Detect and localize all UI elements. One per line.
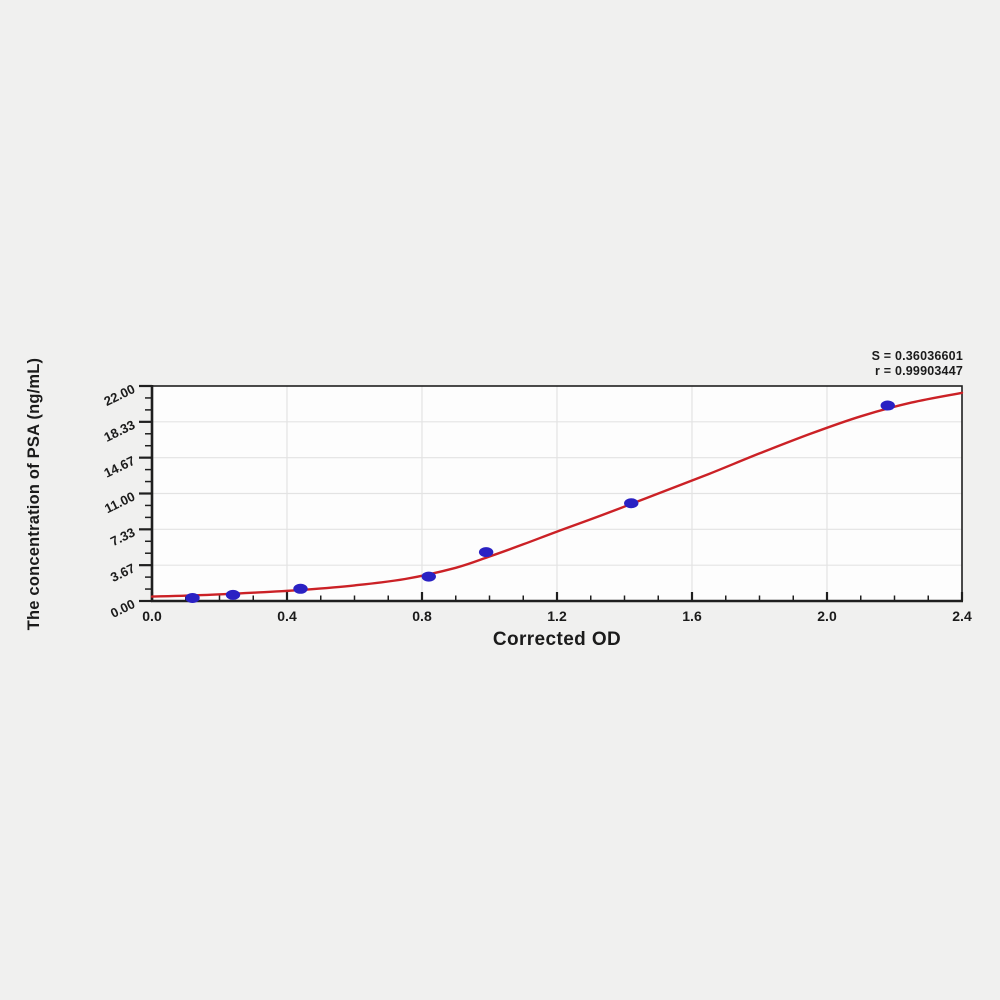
stat-s-line: S = 0.36036601: [871, 349, 963, 363]
gridlines: [152, 386, 962, 601]
x-tick-label: 1.6: [682, 608, 702, 624]
x-tick-label: 0.0: [142, 608, 162, 624]
x-tick-label: 2.0: [817, 608, 837, 624]
fit-statistics: S = 0.36036601 r = 0.99903447: [872, 349, 963, 378]
data-points: [185, 400, 895, 603]
x-tick-label: 0.8: [412, 608, 432, 624]
stat-r-line: r = 0.99903447: [875, 363, 963, 378]
x-tick-label: 1.2: [547, 608, 567, 624]
x-tick-labels: 0.0 0.4 0.8 1.2 1.6 2.0 2.4: [142, 608, 972, 624]
x-axis-title: Corrected OD: [492, 629, 622, 650]
data-point: [624, 498, 639, 509]
data-point: [185, 592, 200, 603]
data-point: [293, 583, 308, 594]
y-tick-label: 3.67: [108, 560, 137, 585]
plot-border: [150, 385, 963, 603]
data-point: [225, 589, 241, 600]
y-tick-label: 7.33: [108, 525, 137, 550]
data-point: [478, 547, 494, 558]
y-tick-label: 0.00: [108, 596, 137, 621]
data-point: [421, 571, 436, 582]
y-tick-label: 14.67: [101, 453, 137, 481]
y-axis-ticks: [139, 384, 152, 603]
y-tick-label: 22.00: [101, 381, 137, 409]
y-tick-label: 18.33: [101, 417, 137, 445]
x-tick-label: 2.4: [952, 608, 972, 624]
y-tick-labels: 0.00 3.67 7.33 11.00 14.67 18.33 22.00: [101, 381, 137, 621]
y-tick-label: 11.00: [102, 489, 137, 516]
y-axis-title: The concentration of PSA (ng/mL): [25, 357, 43, 631]
data-point: [880, 400, 895, 411]
x-tick-label: 0.4: [277, 608, 297, 624]
